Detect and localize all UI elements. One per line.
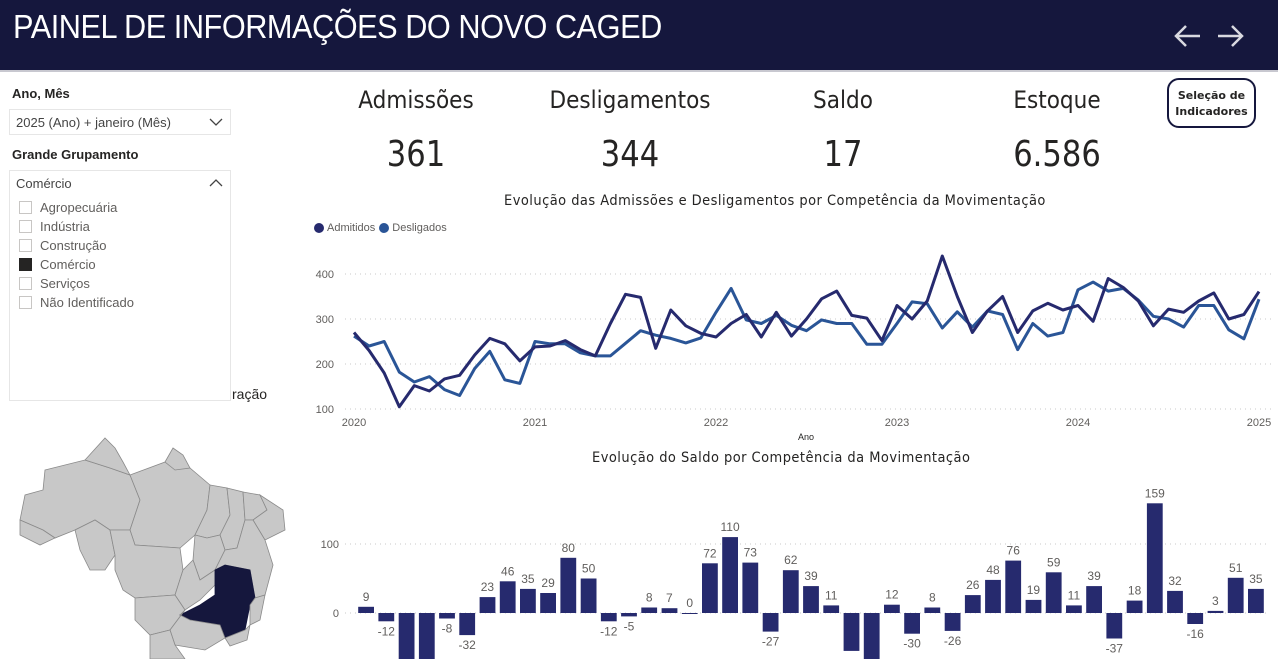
- map-title: ração: [232, 386, 268, 402]
- x-tick-label: 2021: [523, 417, 547, 429]
- legend-label: Admitidos: [327, 222, 376, 234]
- arrow-left-icon: [1174, 25, 1200, 47]
- option-agropecuaria[interactable]: Agropecuária: [19, 198, 117, 217]
- bar-chart-title: Evolução do Saldo por Competência da Mov…: [592, 450, 971, 466]
- grande-grupamento-list: Agropecuária Indústria Construção Comérc…: [9, 195, 231, 401]
- ano-mes-dropdown[interactable]: 2025 (Ano) + janeiro (Mês): [9, 109, 231, 135]
- x-tick-label: 2025: [1247, 417, 1271, 429]
- option-label: Indústria: [40, 219, 90, 234]
- chevron-up-icon: [209, 179, 223, 187]
- legend-dot-admitidos: [314, 223, 324, 233]
- kpi-admissoes-label: Admissões: [358, 86, 474, 114]
- kpi-desligamentos-label: Desligamentos: [549, 86, 711, 114]
- state-espirito-santo[interactable]: [249, 594, 266, 626]
- grande-grupamento-label: Grande Grupamento: [12, 147, 139, 162]
- y-tick-label: 200: [316, 359, 334, 371]
- forward-button[interactable]: [1214, 20, 1246, 52]
- state-amapa[interactable]: [164, 447, 191, 471]
- series-line-admitidos[interactable]: [352, 254, 1261, 409]
- state-sao-paulo[interactable]: [169, 609, 226, 651]
- y-tick-label: 400: [316, 269, 334, 281]
- x-axis-label: Ano: [798, 432, 814, 442]
- y-tick-label: 300: [316, 314, 334, 326]
- kpi-saldo-label: Saldo: [813, 86, 873, 114]
- checkbox[interactable]: [19, 277, 32, 290]
- option-label: Construção: [40, 238, 107, 253]
- arrow-right-icon: [1218, 25, 1244, 47]
- kpi-saldo-value: 17: [823, 134, 863, 175]
- button-line-1: Seleção de: [1177, 89, 1246, 102]
- header-bar: PAINEL DE INFORMAÇÕES DO NOVO CAGED: [0, 0, 1278, 72]
- legend-label: Desligados: [392, 222, 447, 234]
- option-label: Agropecuária: [40, 200, 118, 215]
- checkbox[interactable]: [19, 296, 32, 309]
- x-tick-label: 2023: [885, 417, 909, 429]
- ano-mes-label: Ano, Mês: [12, 86, 70, 101]
- checkbox[interactable]: [19, 201, 32, 214]
- kpi-estoque-value: 6.586: [1013, 134, 1101, 175]
- selecao-indicadores-button[interactable]: Seleção de Indicadores: [1167, 78, 1256, 128]
- brazil-map[interactable]: [15, 420, 295, 659]
- option-label: Serviços: [40, 276, 90, 291]
- option-label: Não Identificado: [40, 295, 134, 310]
- button-line-2: Indicadores: [1175, 105, 1248, 118]
- x-tick-label: 2020: [342, 417, 366, 429]
- kpi-desligamentos-value: 344: [600, 134, 660, 175]
- checkbox[interactable]: [19, 239, 32, 252]
- checkbox[interactable]: [19, 220, 32, 233]
- line-chart-title: Evolução das Admissões e Desligamentos p…: [504, 193, 1046, 209]
- kpi-admissoes-value: 361: [386, 134, 446, 175]
- legend-dot-desligados: [379, 223, 390, 233]
- state-roraima[interactable]: [84, 437, 131, 476]
- legend-admitidos[interactable]: Admitidos: [314, 222, 375, 234]
- option-label: Comércio: [40, 257, 96, 272]
- option-construcao[interactable]: Construção: [19, 236, 106, 255]
- line-chart-legend: Admitidos Desligados: [314, 222, 451, 234]
- option-industria[interactable]: Indústria: [19, 217, 90, 236]
- state-parana[interactable]: [149, 629, 186, 659]
- x-tick-label: 2022: [704, 417, 728, 429]
- x-tick-label: 2024: [1066, 417, 1090, 429]
- kpi-estoque-label: Estoque: [1013, 86, 1101, 114]
- grande-grupamento-value: Comércio: [16, 176, 72, 191]
- option-nao-identificado[interactable]: Não Identificado: [19, 293, 134, 312]
- state-rio-de-janeiro[interactable]: [224, 623, 251, 647]
- state-rondonia[interactable]: [74, 519, 116, 571]
- y-tick-label: 100: [316, 404, 334, 416]
- back-button[interactable]: [1172, 20, 1204, 52]
- page-title: PAINEL DE INFORMAÇÕES DO NOVO CAGED: [13, 8, 662, 45]
- state-acre[interactable]: [19, 519, 56, 546]
- legend-desligados[interactable]: Desligados: [379, 222, 447, 234]
- ano-mes-value: 2025 (Ano) + janeiro (Mês): [16, 115, 171, 130]
- series-line-desligados[interactable]: [353, 280, 1261, 397]
- option-comercio[interactable]: Comércio: [19, 255, 96, 274]
- option-servicos[interactable]: Serviços: [19, 274, 90, 293]
- checkbox-checked[interactable]: [19, 258, 32, 271]
- chevron-down-icon: [209, 118, 223, 126]
